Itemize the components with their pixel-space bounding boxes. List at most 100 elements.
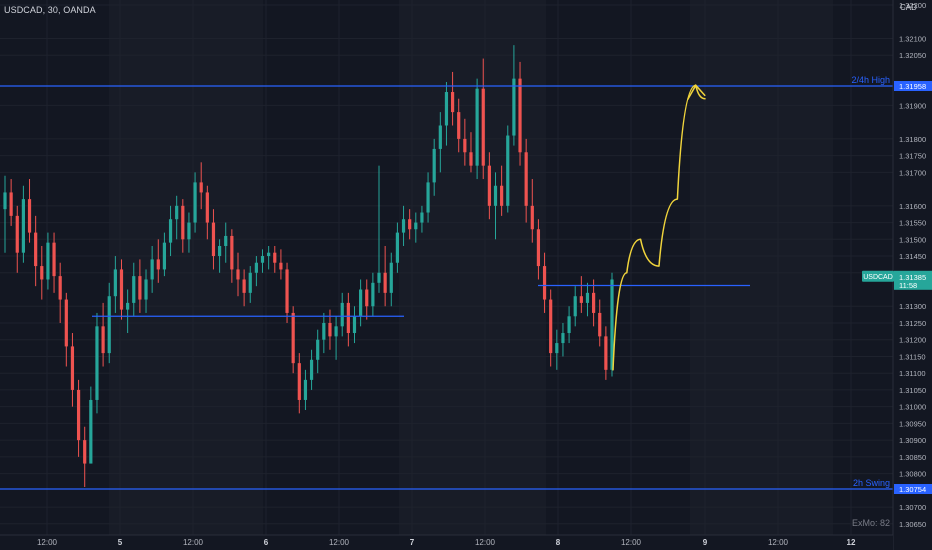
candle-body xyxy=(543,266,546,299)
candle-body xyxy=(341,303,344,326)
time-tick-label: 12:00 xyxy=(621,538,642,547)
candle-body xyxy=(132,276,135,303)
time-axis-bg xyxy=(0,535,893,550)
time-tick-label: 12 xyxy=(847,538,856,547)
candle-body xyxy=(144,279,147,299)
price-tick-label: 1.31600 xyxy=(899,202,926,211)
candle-body xyxy=(408,219,411,229)
candle-body xyxy=(169,219,172,242)
candle-body xyxy=(175,206,178,219)
candle-body xyxy=(52,243,55,276)
candle-body xyxy=(390,263,393,293)
candle-body xyxy=(531,206,534,229)
symbol-tag-text: USDCAD xyxy=(863,274,893,281)
candle-body xyxy=(65,300,68,347)
candle-body xyxy=(157,259,160,269)
candle-body xyxy=(598,313,601,336)
session-band xyxy=(399,0,546,535)
candle-body xyxy=(537,229,540,266)
price-tick-label: 1.31550 xyxy=(899,219,926,228)
candle-body xyxy=(206,192,209,222)
candle-body xyxy=(604,336,607,369)
candle-body xyxy=(298,363,301,400)
symbol-title: USDCAD, 30, OANDA xyxy=(4,5,96,15)
price-tick-label: 1.30850 xyxy=(899,453,926,462)
candle-body xyxy=(347,303,350,333)
candle-body xyxy=(488,166,491,206)
candle-body xyxy=(457,112,460,139)
candle-body xyxy=(316,340,319,360)
candle-body xyxy=(494,186,497,206)
candle-body xyxy=(359,290,362,317)
candle-body xyxy=(304,380,307,400)
candle-body xyxy=(334,326,337,336)
candle-body xyxy=(46,243,49,280)
candle-body xyxy=(77,390,80,440)
candle-body xyxy=(255,263,258,273)
candle xyxy=(506,125,509,212)
price-tick-label: 1.32100 xyxy=(899,34,926,43)
candle-body xyxy=(163,243,166,270)
candle-body xyxy=(230,236,233,269)
candle-body xyxy=(310,360,313,380)
candle-body xyxy=(28,199,31,232)
candle-body xyxy=(59,276,62,299)
author-credit: ExMo: 82 xyxy=(852,518,890,528)
candle-body xyxy=(243,279,246,292)
candle-body xyxy=(102,326,105,353)
candle-body xyxy=(426,182,429,212)
candle-body xyxy=(567,316,570,333)
price-tick-label: 1.31200 xyxy=(899,336,926,345)
time-tick-label: 12:00 xyxy=(37,538,58,547)
candle-body xyxy=(187,223,190,240)
level-label: 2/4h High xyxy=(851,75,890,85)
candle-body xyxy=(561,333,564,343)
candle-body xyxy=(586,293,589,303)
candle-body xyxy=(212,223,215,256)
candle-body xyxy=(249,273,252,293)
price-tick-label: 1.31150 xyxy=(899,352,926,361)
candle-body xyxy=(181,206,184,239)
candle xyxy=(95,313,98,413)
session-band xyxy=(690,0,833,535)
candle-body xyxy=(120,269,123,309)
candle-body xyxy=(126,303,129,310)
candle-body xyxy=(414,223,417,230)
candle-body xyxy=(525,152,528,206)
candle-body xyxy=(193,182,196,222)
candle-body xyxy=(469,152,472,165)
candle-body xyxy=(261,256,264,263)
time-tick-label: 12:00 xyxy=(768,538,789,547)
candle-body xyxy=(580,296,583,303)
candle-body xyxy=(365,290,368,307)
candle-body xyxy=(371,283,374,306)
price-tick-label: 1.31500 xyxy=(899,235,926,244)
candle-body xyxy=(500,186,503,206)
time-tick-label: 5 xyxy=(118,538,123,547)
candle-body xyxy=(463,139,466,152)
candle-body xyxy=(445,92,448,125)
candle-body xyxy=(10,192,13,215)
time-tick-label: 9 xyxy=(703,538,708,547)
candle-body xyxy=(83,440,86,463)
candle-body xyxy=(377,273,380,283)
candle-body xyxy=(273,253,276,263)
level-price-tag-text: 1.31958 xyxy=(899,82,926,91)
candle-body xyxy=(95,326,98,400)
price-tick-label: 1.31050 xyxy=(899,386,926,395)
candle-body xyxy=(34,233,37,266)
session-band xyxy=(109,0,263,535)
price-tick-label: 1.30900 xyxy=(899,436,926,445)
price-tick-label: 1.31000 xyxy=(899,403,926,412)
candle-body xyxy=(555,343,558,353)
candle-body xyxy=(402,219,405,232)
candle-body xyxy=(3,192,6,209)
price-tick-label: 1.31900 xyxy=(899,101,926,110)
candle-body xyxy=(108,296,111,353)
candle-body xyxy=(89,400,92,464)
candle-body xyxy=(71,346,74,390)
candle-body xyxy=(512,79,515,136)
candle-body xyxy=(476,89,479,166)
price-tick-label: 1.31100 xyxy=(899,369,926,378)
